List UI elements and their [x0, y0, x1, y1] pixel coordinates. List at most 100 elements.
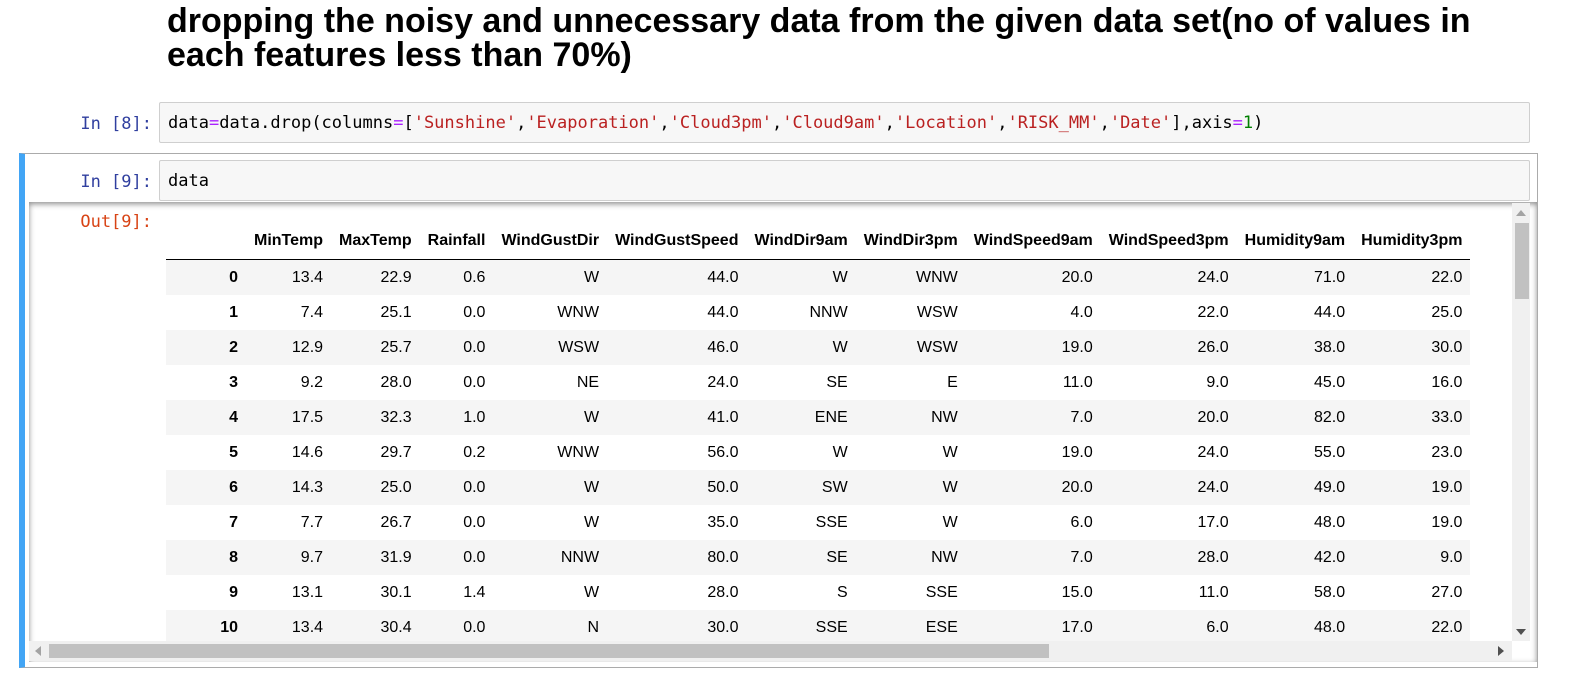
table-cell: W: [583, 583, 600, 601]
table-cell: 19.0: [1431, 478, 1463, 496]
scroll-up-arrow-icon[interactable]: [1516, 210, 1526, 216]
table-cell: 80.0: [707, 548, 739, 566]
code-token: 'Sunshine': [413, 113, 517, 133]
table-cell: 0.0: [463, 303, 486, 321]
vertical-scrollbar[interactable]: [1512, 203, 1530, 641]
table-cell: 14.6: [291, 443, 324, 461]
table-cell: W: [583, 513, 600, 531]
code-input-9[interactable]: data: [159, 160, 1530, 201]
table-cell: 6.0: [1206, 618, 1229, 636]
code-input-8[interactable]: data=data.drop(columns=['Sunshine','Evap…: [159, 102, 1530, 143]
table-cell: NNW: [809, 303, 848, 321]
input-prompt-9: In [9]:: [80, 172, 152, 192]
vertical-scroll-thumb[interactable]: [1515, 223, 1529, 299]
table-cell: 24.0: [1197, 268, 1229, 286]
column-header: Humidity3pm: [1353, 223, 1471, 260]
table-row: 8 9.7 31.9 0.0 NNW 80.0 SE NW 7.0 28.0 42.0 9.0: [166, 540, 1471, 575]
table-cell: 58.0: [1313, 583, 1346, 601]
table-cell: 15.0: [1061, 583, 1093, 601]
code-token: =: [208, 113, 220, 133]
table-row: 10 13.4 30.4 0.0 N 30.0 SSE ESE 17.0 6.0 48.0 22.0: [166, 610, 1471, 645]
table-cell: 56.0: [707, 443, 739, 461]
table-cell: 12.9: [291, 338, 324, 356]
table-cell: 0.0: [463, 548, 486, 566]
table-cell: 0.6: [463, 268, 486, 286]
table-cell: 28.0: [707, 583, 739, 601]
table-cell: WNW: [557, 443, 600, 461]
table-cell: ESE: [925, 618, 958, 636]
row-index: 10: [220, 618, 238, 636]
column-header: WindGustDir: [493, 223, 608, 260]
table-cell: W: [583, 478, 600, 496]
table-cell: W: [832, 443, 848, 461]
index-header: [166, 223, 246, 260]
table-cell: 22.0: [1431, 618, 1463, 636]
table-row: 6 14.3 25.0 0.0 W 50.0 SW W 20.0 24.0 49.0 19.0: [166, 470, 1471, 505]
table-cell: 7.4: [300, 303, 324, 321]
table-cell: SSE: [925, 583, 958, 601]
table-cell: 9.2: [300, 373, 324, 391]
table-cell: NW: [931, 408, 958, 426]
table-row: 4 17.5 32.3 1.0 W 41.0 ENE NW 7.0 20.0 82.0 33.0: [166, 400, 1471, 435]
scroll-right-arrow-icon[interactable]: [1498, 646, 1504, 656]
table-cell: S: [837, 583, 848, 601]
table-cell: 0.0: [463, 618, 486, 636]
table-cell: 24.0: [707, 373, 739, 391]
table-cell: 32.3: [380, 408, 412, 426]
table-cell: 14.3: [291, 478, 324, 496]
table-cell: WNW: [557, 303, 600, 321]
table-row: 7 7.7 26.7 0.0 W 35.0 SSE W 6.0 17.0 48.0 19.0: [166, 505, 1471, 540]
table-cell: 7.0: [1070, 548, 1093, 566]
table-cell: 0.0: [463, 513, 486, 531]
table-cell: 82.0: [1313, 408, 1346, 426]
table-cell: 38.0: [1313, 338, 1346, 356]
table-cell: 24.0: [1197, 443, 1229, 461]
column-header: MinTemp: [246, 223, 332, 260]
table-cell: 22.0: [1197, 303, 1229, 321]
table-cell: N: [587, 618, 600, 636]
table-cell: 25.7: [380, 338, 412, 356]
selected-cell[interactable]: [19, 153, 1538, 668]
table-cell: 20.0: [1061, 268, 1093, 286]
code-token: 'Location': [894, 113, 998, 133]
column-header: WindSpeed9am: [965, 223, 1101, 260]
code-token: ,: [997, 113, 1008, 133]
table-cell: 22.0: [1431, 268, 1463, 286]
table-cell: 20.0: [1061, 478, 1093, 496]
table-row: 5 14.6 29.7 0.2 WNW 56.0 W W 19.0 24.0 55.0 23.0: [166, 435, 1471, 470]
dataframe-table: MinTemp MaxTemp Rainfall WindGustDir WindGus…: [166, 223, 1471, 645]
table-cell: NE: [576, 373, 600, 391]
output-prompt-9: Out[9]:: [80, 212, 152, 232]
horizontal-scroll-thumb[interactable]: [49, 644, 1049, 658]
table-cell: 7.7: [300, 513, 324, 531]
code-token: =: [1232, 113, 1243, 133]
scroll-down-arrow-icon[interactable]: [1516, 629, 1526, 635]
table-cell: 50.0: [707, 478, 739, 496]
table-cell: 35.0: [707, 513, 739, 531]
horizontal-scrollbar[interactable]: [29, 641, 1512, 661]
table-cell: 6.0: [1070, 513, 1093, 531]
table-cell: WNW: [916, 268, 958, 286]
table-cell: 25.1: [380, 303, 412, 321]
row-index: 0: [229, 268, 238, 286]
table-cell: SW: [821, 478, 848, 496]
table-cell: 13.4: [291, 268, 324, 286]
table-cell: 41.0: [707, 408, 739, 426]
table-cell: 25.0: [380, 478, 412, 496]
table-cell: 0.0: [463, 478, 486, 496]
code-token: ],axis: [1171, 113, 1233, 133]
table-cell: W: [942, 513, 958, 531]
code-token: data: [168, 113, 209, 133]
table-cell: 48.0: [1313, 618, 1346, 636]
table-cell: 13.4: [291, 618, 324, 636]
row-index: 8: [229, 548, 238, 566]
column-header: WindDir3pm: [855, 223, 966, 260]
table-cell: 17.5: [291, 408, 324, 426]
table-cell: W: [942, 478, 958, 496]
row-index: 1: [229, 303, 238, 321]
table-cell: 13.1: [291, 583, 324, 601]
scroll-left-arrow-icon[interactable]: [35, 646, 41, 656]
row-index: 4: [229, 408, 238, 426]
table-cell: 0.2: [463, 443, 486, 461]
table-row: 1 7.4 25.1 0.0 WNW 44.0 NNW WSW 4.0 22.0 44.0 25.0: [166, 295, 1471, 330]
